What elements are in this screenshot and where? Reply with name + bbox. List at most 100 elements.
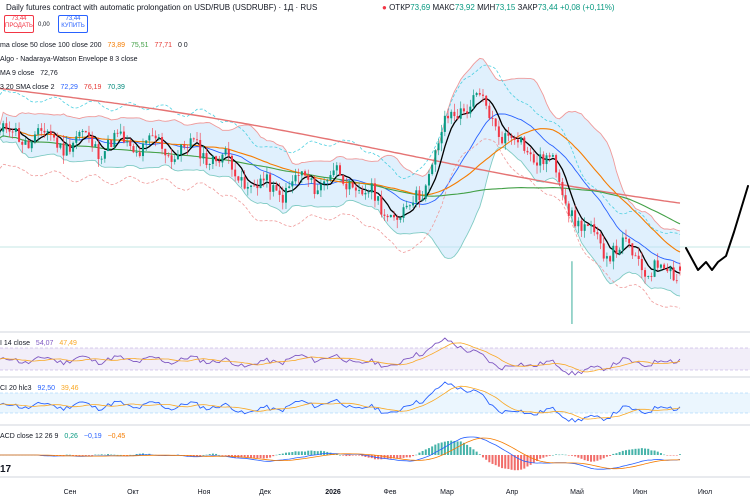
cci-value: 92,50 <box>37 385 56 392</box>
cci-line <box>0 381 681 423</box>
candle-body <box>637 255 640 259</box>
candle <box>634 252 637 257</box>
candle <box>539 147 542 173</box>
macd-histogram-bar <box>481 455 484 458</box>
cci-pane <box>0 381 681 423</box>
candle-body <box>148 135 151 141</box>
candle-body <box>68 144 71 152</box>
macd-histogram-bar <box>615 453 618 455</box>
indicator-bb[interactable]: 3 20 SMA close 2 72,29 76,19 70,39 <box>0 84 125 91</box>
macd-histogram-bar <box>408 455 411 458</box>
macd-histogram-bar <box>259 455 262 459</box>
indicator-envelope[interactable]: Algo - Nadaraya-Watson Envelope 8 3 clos… <box>0 56 137 63</box>
bollinger-band <box>0 57 681 297</box>
candle <box>237 175 240 183</box>
candle-body <box>132 146 135 153</box>
macd-label: ACD close 12 26 9 <box>0 433 59 440</box>
candle-body <box>456 116 459 119</box>
candle <box>393 210 396 221</box>
candle <box>116 129 119 138</box>
candle <box>520 136 523 145</box>
indicator-ma[interactable]: ma close 50 close 100 close 200 73,89 75… <box>0 42 188 49</box>
candle <box>313 175 316 199</box>
ohlc-o-value: 73,69 <box>410 3 431 12</box>
candle <box>577 217 580 234</box>
indicator-macd[interactable]: ACD close 12 26 9 0,26 −0,19 −0,45 <box>0 433 125 440</box>
candle-body <box>199 139 202 159</box>
candle-body <box>679 266 681 271</box>
macd-histogram-bar <box>558 454 561 456</box>
macd-histogram-bar <box>215 453 218 455</box>
macd-histogram-bar <box>218 454 221 456</box>
macd-histogram-bar <box>485 455 488 460</box>
candle-body <box>84 130 87 133</box>
candle <box>110 139 113 148</box>
candle <box>94 141 97 148</box>
candle-body <box>532 154 535 163</box>
candle-body <box>583 224 586 231</box>
sell-button[interactable]: 73,44 ПРОДАТЬ <box>4 15 34 33</box>
candle-body <box>230 155 233 170</box>
indicator-ma-label: ma close 50 close 100 close 200 <box>0 42 102 49</box>
candle <box>59 143 62 150</box>
candle-body <box>672 267 675 281</box>
macd-histogram-bar <box>65 454 68 456</box>
candle <box>304 169 307 177</box>
candle <box>415 186 418 208</box>
candle <box>81 128 84 139</box>
macd-histogram-bar <box>393 455 396 459</box>
macd-histogram-bar <box>310 450 313 455</box>
indicator-cci[interactable]: CI 20 hlc3 92,50 39,46 <box>0 385 79 392</box>
candle <box>43 122 46 138</box>
candle-body <box>663 264 666 269</box>
candle <box>605 252 608 267</box>
candle-body <box>135 152 138 153</box>
ma50-line <box>0 126 681 253</box>
candle-body <box>481 94 484 96</box>
rsi-value: 54,07 <box>35 340 54 347</box>
candle-body <box>624 237 627 239</box>
candle-body <box>281 194 284 203</box>
candle-body <box>577 220 580 227</box>
candle-body <box>358 189 361 191</box>
macd-histogram-bar <box>75 455 78 456</box>
candle <box>472 89 475 110</box>
macd-histogram-bar <box>348 455 351 456</box>
candle-body <box>516 139 519 143</box>
candle <box>501 131 504 145</box>
candle-body <box>183 144 186 147</box>
macd-histogram-bar <box>516 455 519 471</box>
month-label: Сен <box>64 489 77 496</box>
macd-histogram-bar <box>97 454 100 456</box>
indicator-ma9[interactable]: MA 9 close 72,76 <box>0 70 58 77</box>
indicator-bb-label: 3 20 SMA close 2 <box>0 84 55 91</box>
candle <box>164 148 167 164</box>
macd-histogram-bar <box>399 455 402 459</box>
candle-body <box>396 217 399 220</box>
candle-body <box>377 196 380 201</box>
candle <box>672 260 675 282</box>
candle <box>0 127 1 136</box>
macd-histogram-bar <box>564 454 567 456</box>
candle-body <box>507 133 510 136</box>
candle <box>644 267 647 284</box>
macd-histogram-bar <box>574 455 577 457</box>
candle-body <box>494 118 497 127</box>
candle-body <box>269 174 272 192</box>
candle <box>103 150 106 163</box>
macd-histogram-bar <box>548 455 551 456</box>
macd-histogram-bar <box>501 455 504 469</box>
candle <box>5 117 8 134</box>
candle-body <box>265 174 268 181</box>
candle-body <box>113 132 116 148</box>
candle-body <box>192 138 195 140</box>
buy-button[interactable]: 73,44 КУПИТЬ <box>58 15 88 33</box>
macd-histogram-bar <box>634 448 637 455</box>
candle-body <box>164 148 167 156</box>
candle <box>46 129 49 141</box>
indicator-rsi[interactable]: I 14 close 54,07 47,49 <box>0 340 77 347</box>
candle <box>176 150 179 160</box>
candle <box>307 169 310 188</box>
candle-body <box>586 224 589 227</box>
